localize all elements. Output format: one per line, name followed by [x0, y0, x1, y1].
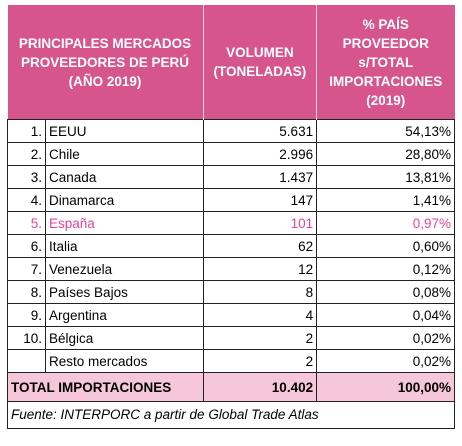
volume: 12: [202, 257, 318, 281]
share: 28,80%: [316, 142, 455, 166]
rank: 5.: [30, 215, 43, 231]
header-line: (2019): [366, 92, 406, 108]
row: 1. EEUU 5.631 54,13%: [6, 119, 455, 143]
row: 8. Países Bajos 8 0,08%: [6, 280, 455, 304]
rank: 9.: [30, 307, 43, 323]
volume: 4: [202, 303, 318, 327]
row: 7. Venezuela 12 0,12%: [6, 257, 455, 281]
rank-cell: 5.: [6, 211, 47, 235]
rank-cell: 10.: [6, 326, 47, 350]
volume: 2: [202, 349, 318, 373]
share: 0,02%: [316, 349, 455, 373]
header-line: (AÑO 2019): [68, 73, 142, 89]
share: 0,02%: [316, 326, 455, 350]
country: Venezuela: [45, 257, 204, 281]
volume: 62: [202, 234, 318, 258]
source: Fuente: INTERPORC a partir de Global Tra…: [7, 402, 455, 429]
rank-cell: [6, 349, 47, 373]
header-line: PROVEEDOR: [342, 35, 429, 51]
table-wrap: PRINCIPALES MERCADOS PROVEEDORES DE PERÚ (…: [6, 5, 455, 429]
share: 0,97%: [316, 211, 455, 235]
row: 4. Dinamarca 147 1,41%: [6, 188, 455, 212]
rank-cell: 9.: [6, 303, 47, 327]
rank-cell: 2.: [6, 142, 47, 166]
country: Argentina: [45, 303, 204, 327]
row: 6. Italia 62 0,60%: [6, 234, 455, 258]
country: Bélgica: [45, 326, 204, 350]
rank: 7.: [30, 261, 43, 277]
row: 5. España 101 0,97%: [6, 211, 455, 235]
country: EEUU: [45, 119, 204, 143]
row: Resto mercados 2 0,02%: [6, 349, 455, 373]
total-row: TOTAL IMPORTACIONES 10.402 100,00%: [7, 372, 455, 402]
country: Canada: [45, 165, 204, 189]
share: 0,12%: [316, 257, 455, 281]
volume: 2.996: [202, 142, 318, 166]
total-volume: 10.402: [202, 372, 318, 402]
header-line: PRINCIPALES MERCADOS: [18, 35, 192, 51]
rank: 6.: [30, 238, 43, 254]
header-line: VOLUMEN: [226, 45, 294, 60]
rank-cell: 1.: [6, 119, 47, 143]
rank-cell: 3.: [6, 165, 47, 189]
volume: 2: [202, 326, 318, 350]
header-cell: PRINCIPALES MERCADOS PROVEEDORES DE PERÚ (…: [7, 5, 204, 120]
header-line: s/TOTAL: [358, 54, 414, 70]
row: 10. Bélgica 2 0,02%: [6, 326, 455, 350]
share: 0,08%: [316, 280, 455, 304]
header-line: PROVEEDORES DE PERÚ: [21, 54, 190, 70]
country: Países Bajos: [45, 280, 204, 304]
header-row: PRINCIPALES MERCADOS PROVEEDORES DE PERÚ (…: [7, 5, 455, 120]
rank-cell: 7.: [6, 257, 47, 281]
rank: 4.: [30, 192, 43, 208]
header-line: (TONELADAS): [213, 64, 307, 79]
header-cell: VOLUMEN (TONELADAS): [203, 5, 318, 120]
country: Resto mercados: [45, 349, 204, 373]
rank-cell: 8.: [6, 280, 47, 304]
rank-cell: 6.: [6, 234, 47, 258]
header-line: IMPORTACIONES: [329, 73, 443, 89]
table-body: 1. EEUU 5.631 54,13% 2. Chile 2.996 28,80% 3. Can…: [6, 119, 455, 402]
share: 1,41%: [316, 188, 455, 212]
country: Chile: [45, 142, 204, 166]
volume: 5.631: [202, 119, 318, 143]
row: 9. Argentina 4 0,04%: [6, 303, 455, 327]
share: 0,04%: [316, 303, 455, 327]
share: 54,13%: [316, 119, 455, 143]
rank: 3.: [30, 169, 43, 185]
volume: 1.437: [202, 165, 318, 189]
header-line: % PAÍS: [362, 16, 409, 32]
rank: 10.: [23, 330, 43, 346]
share: 0,60%: [316, 234, 455, 258]
country: Dinamarca: [45, 188, 204, 212]
country: España: [45, 211, 204, 235]
row: 3. Canada 1.437 13,81%: [6, 165, 455, 189]
country: Italia: [45, 234, 204, 258]
rank: 8.: [30, 284, 43, 300]
volume: 8: [202, 280, 318, 304]
rank: 2.: [30, 146, 43, 162]
table: PRINCIPALES MERCADOS PROVEEDORES DE PERÚ (…: [6, 5, 455, 402]
share: 13,81%: [316, 165, 455, 189]
total-label: TOTAL IMPORTACIONES: [7, 372, 204, 402]
volume: 147: [202, 188, 318, 212]
header-cell: % PAÍS PROVEEDOR s/TOTAL IMPORTACIONES (2019…: [316, 5, 455, 120]
volume: 101: [202, 211, 318, 235]
rank-cell: 4.: [6, 188, 47, 212]
total-share: 100,00%: [316, 372, 455, 402]
rank: 1.: [30, 123, 43, 139]
row: 2. Chile 2.996 28,80%: [6, 142, 455, 166]
